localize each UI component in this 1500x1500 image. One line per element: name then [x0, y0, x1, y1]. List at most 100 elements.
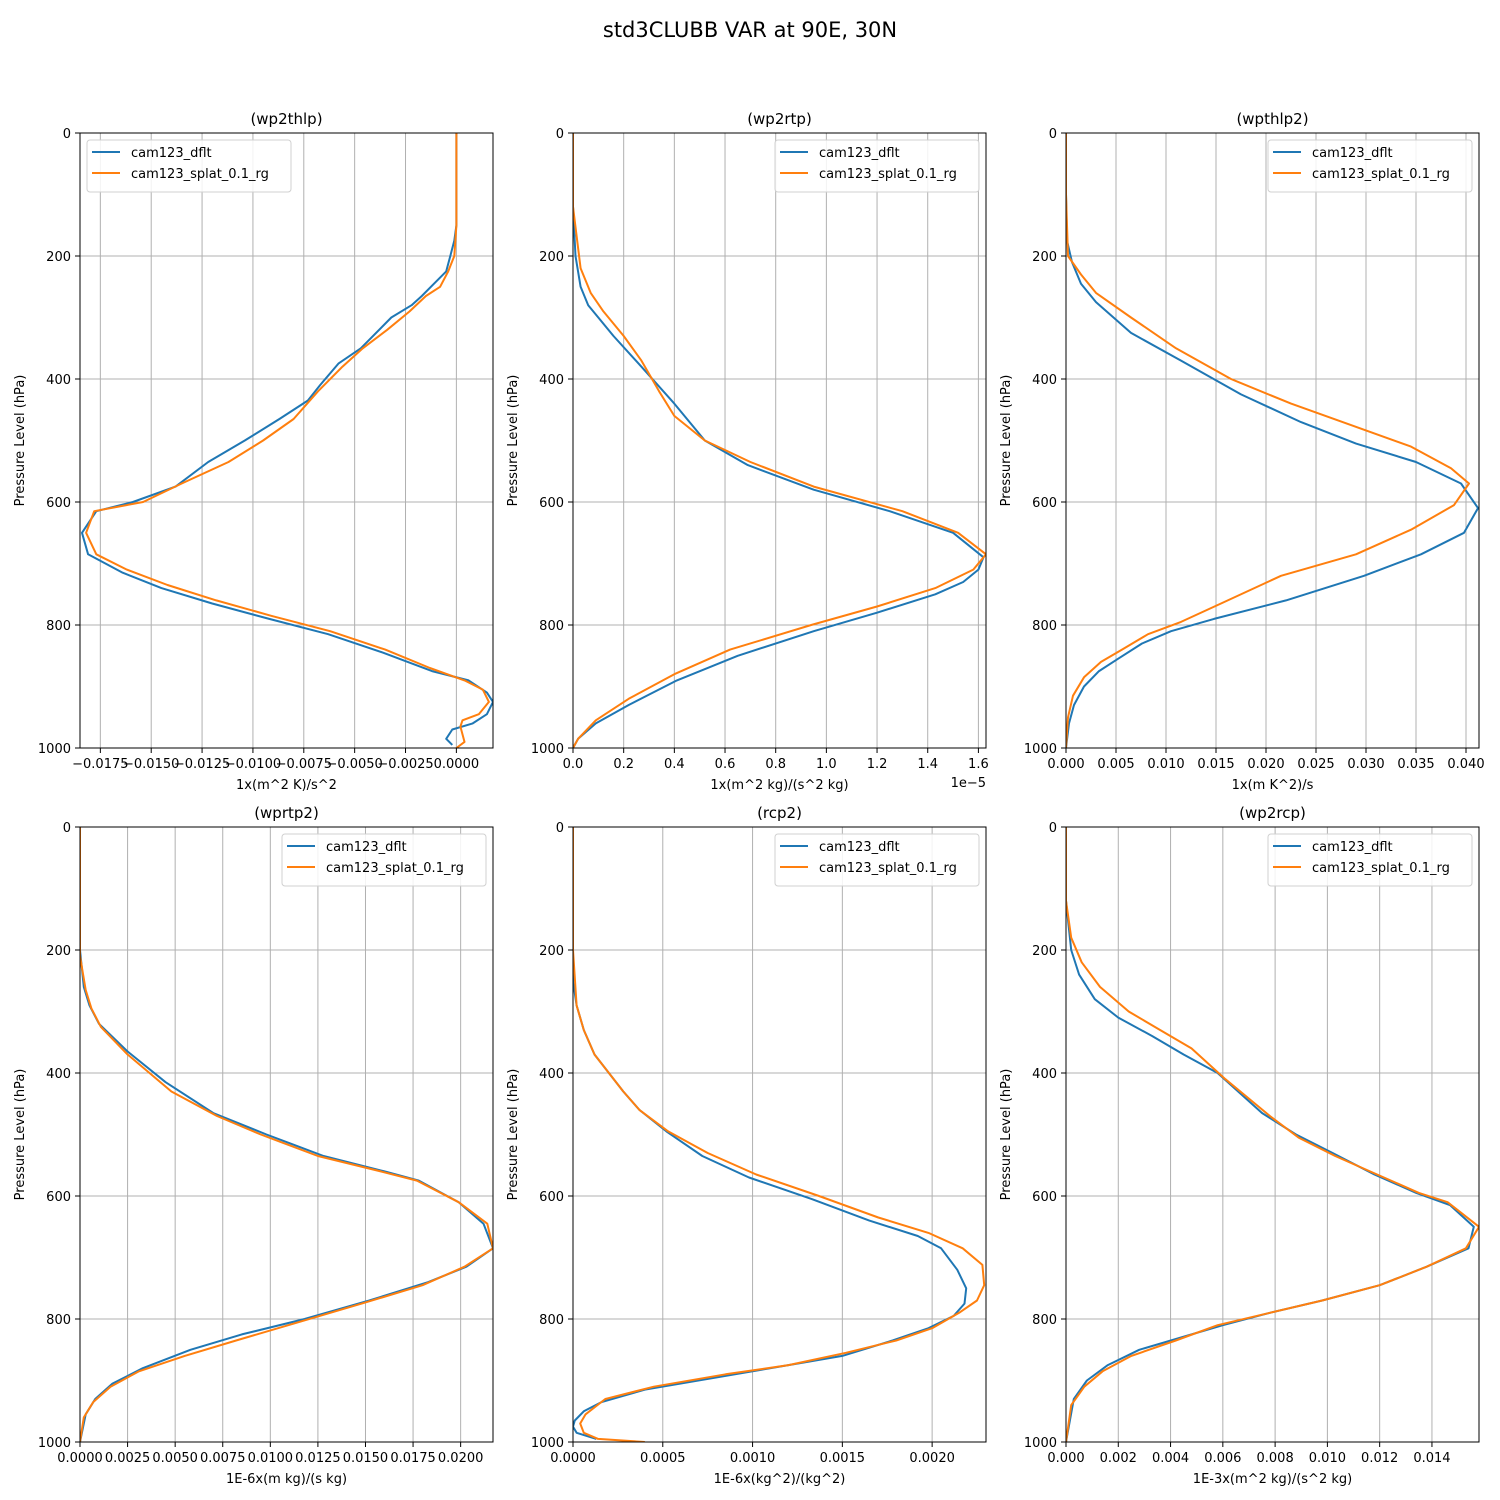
- series-line-cam123_dflt: [1066, 827, 1475, 1442]
- legend-label: cam123_dflt: [326, 840, 407, 855]
- y-tick-label: 200: [539, 944, 564, 959]
- series-line-cam123_splat_0.1_rg: [573, 827, 986, 1442]
- y-tick-label: 800: [1032, 619, 1057, 634]
- axes-frame: [1065, 826, 1480, 1443]
- x-tick-label: 0.0000: [434, 757, 480, 772]
- x-tick-label: −0.0100: [225, 757, 281, 772]
- y-tick-label: 200: [46, 944, 71, 959]
- x-tick-label: 0.0150: [343, 1451, 389, 1466]
- x-tick-label: 0.008: [1257, 1451, 1294, 1466]
- y-tick-label: 200: [1032, 250, 1057, 265]
- x-tick-label: 0.020: [1247, 757, 1284, 772]
- y-tick-label: 1000: [38, 742, 71, 757]
- x-tick-label: 0.0020: [909, 1451, 955, 1466]
- y-tick-label: 400: [1032, 373, 1057, 388]
- y-tick-label: 400: [46, 1067, 71, 1082]
- series-line-cam123_dflt: [80, 827, 493, 1442]
- x-tick-label: 0.012: [1361, 1451, 1398, 1466]
- legend-box: [1267, 833, 1473, 887]
- legend: cam123_dflt cam123_splat_0.1_rg: [774, 833, 980, 887]
- x-tick-label: 1.0: [816, 757, 837, 772]
- x-tick-label: 0.0100: [248, 1451, 294, 1466]
- y-tick-label: 0: [556, 821, 564, 836]
- y-tick-label: 600: [46, 1190, 71, 1205]
- x-tick-label: 0.6: [715, 757, 736, 772]
- chart-title: (wpthlp2): [1236, 110, 1308, 128]
- chart-title: (wprtp2): [254, 804, 319, 822]
- x-tick-label: 0.0075: [200, 1451, 246, 1466]
- y-tick-label: 600: [1032, 496, 1057, 511]
- series-line-cam123_splat_0.1_rg: [1066, 133, 1470, 748]
- x-tick-label: 0.000: [1047, 1451, 1084, 1466]
- x-tick-label: 0.0000: [550, 1451, 596, 1466]
- axes-frame: [1065, 132, 1480, 749]
- axes-frame: [79, 132, 494, 749]
- x-tick-label: 1.2: [867, 757, 888, 772]
- series-line-cam123_dflt: [1066, 133, 1479, 748]
- x-tick-label: 0.0000: [57, 1451, 103, 1466]
- x-tick-label: −0.0175: [72, 757, 128, 772]
- x-axis-label: 1x(m K^2)/s: [1232, 778, 1314, 793]
- legend-box: [86, 139, 292, 193]
- legend-label: cam123_dflt: [131, 146, 212, 161]
- figure-title: std3CLUBB VAR at 90E, 30N: [603, 18, 897, 42]
- x-axis-label: 1x(m^2 kg)/(s^2 kg): [710, 778, 848, 793]
- series-line-cam123_dflt: [573, 133, 985, 748]
- x-tick-label: 0.0200: [438, 1451, 484, 1466]
- y-axis-label: Pressure Level (hPa): [999, 1069, 1014, 1201]
- x-axis-label: 1E-6x(kg^2)/(kg^2): [714, 1472, 846, 1487]
- y-tick-label: 600: [1032, 1190, 1057, 1205]
- chart-panel-1: −0.0175−0.0150−0.0125−0.0100−0.0075−0.00…: [13, 110, 494, 793]
- y-tick-label: 0: [1049, 127, 1057, 142]
- x-tick-label: −0.0075: [276, 757, 332, 772]
- x-tick-label: 1.6: [968, 757, 989, 772]
- legend-box: [774, 139, 980, 193]
- y-tick-label: 800: [1032, 1313, 1057, 1328]
- x-tick-label: 0.040: [1447, 757, 1484, 772]
- y-tick-label: 1000: [1024, 1436, 1057, 1451]
- legend-label: cam123_dflt: [1312, 840, 1393, 855]
- y-tick-label: 400: [46, 373, 71, 388]
- series-line-cam123_splat_0.1_rg: [80, 827, 493, 1442]
- chart-panel-2: 0.0 0.2 0.4 0.6 0.8 1.0 1.2 1.4 1.6 0 200 400 600 800…: [506, 110, 989, 793]
- x-tick-label: 0.000: [1047, 757, 1084, 772]
- y-tick-label: 400: [539, 373, 564, 388]
- y-axis-label: Pressure Level (hPa): [13, 375, 28, 507]
- x-tick-label: 0.0010: [730, 1451, 776, 1466]
- x-tick-label: 0.0005: [640, 1451, 686, 1466]
- y-tick-label: 0: [63, 127, 71, 142]
- y-tick-label: 800: [46, 1313, 71, 1328]
- chart-panel-6: 0.000 0.002 0.004 0.006 0.008 0.010 0.012 0.014…: [999, 804, 1480, 1487]
- x-tick-label: −0.0125: [174, 757, 230, 772]
- x-axis-label: 1E-3x(m^2 kg)/(s^2 kg): [1193, 1472, 1352, 1487]
- legend-label: cam123_splat_0.1_rg: [326, 861, 464, 876]
- x-tick-label: 0.8: [765, 757, 786, 772]
- x-tick-label: 0.002: [1100, 1451, 1137, 1466]
- legend: cam123_dflt cam123_splat_0.1_rg: [774, 139, 980, 193]
- x-axis-label: 1x(m^2 K)/s^2: [236, 778, 337, 793]
- chart-title: (wp2thlp): [250, 110, 322, 128]
- y-tick-label: 600: [539, 496, 564, 511]
- chart-title: (wp2rcp): [1239, 804, 1306, 822]
- y-axis-label: Pressure Level (hPa): [506, 1069, 521, 1201]
- y-tick-label: 200: [46, 250, 71, 265]
- series-line-cam123_splat_0.1_rg: [85, 133, 490, 748]
- legend-label: cam123_splat_0.1_rg: [1312, 861, 1450, 876]
- x-tick-label: 0.025: [1297, 757, 1334, 772]
- y-axis-label: Pressure Level (hPa): [13, 1069, 28, 1201]
- x-tick-label: 0.0050: [152, 1451, 198, 1466]
- chart-panel-3: 0.000 0.005 0.010 0.015 0.020 0.025 0.030 0.035…: [999, 110, 1485, 793]
- legend: cam123_dflt cam123_splat_0.1_rg: [281, 833, 487, 887]
- y-tick-label: 1000: [1024, 742, 1057, 757]
- legend-label: cam123_dflt: [1312, 146, 1393, 161]
- legend-label: cam123_splat_0.1_rg: [1312, 167, 1450, 182]
- chart-title: (wp2rtp): [747, 110, 812, 128]
- x-tick-label: 0.4: [664, 757, 685, 772]
- x-tick-label: 0.004: [1152, 1451, 1189, 1466]
- series-line-cam123_dflt: [81, 133, 493, 746]
- series-line-cam123_splat_0.1_rg: [573, 133, 986, 748]
- x-tick-label: 0.0015: [820, 1451, 866, 1466]
- chart-title: (rcp2): [757, 804, 802, 822]
